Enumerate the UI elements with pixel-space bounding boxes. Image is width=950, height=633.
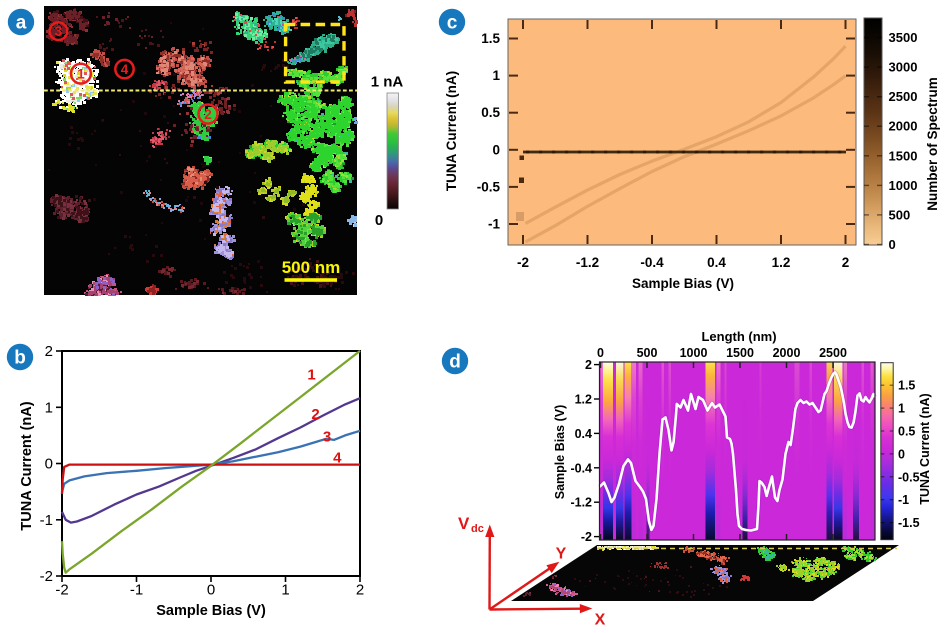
svg-text:1: 1: [45, 399, 53, 416]
svg-text:-1.5: -1.5: [898, 516, 920, 530]
svg-text:3: 3: [55, 24, 63, 39]
svg-text:-2: -2: [517, 255, 529, 270]
svg-text:TUNA Current (nA): TUNA Current (nA): [918, 393, 932, 504]
svg-text:4: 4: [333, 450, 342, 467]
svg-text:1: 1: [898, 402, 905, 416]
svg-text:500: 500: [889, 207, 911, 222]
svg-text:Sample Bias (V): Sample Bias (V): [156, 603, 266, 619]
svg-text:1.5: 1.5: [898, 379, 915, 393]
svg-text:2: 2: [45, 343, 53, 360]
svg-text:V: V: [458, 514, 470, 533]
svg-text:1000: 1000: [889, 178, 918, 193]
svg-text:0: 0: [597, 346, 604, 360]
svg-text:1.2: 1.2: [772, 255, 791, 270]
svg-text:1500: 1500: [726, 346, 754, 360]
svg-text:1000: 1000: [680, 346, 708, 360]
svg-text:1.5: 1.5: [481, 31, 500, 46]
svg-text:Length (nm): Length (nm): [701, 329, 776, 344]
svg-text:500: 500: [637, 346, 658, 360]
svg-text:1: 1: [307, 367, 315, 384]
svg-text:0.4: 0.4: [707, 255, 726, 270]
svg-text:0: 0: [889, 237, 896, 252]
svg-text:1500: 1500: [889, 148, 918, 163]
svg-text:dc: dc: [471, 523, 484, 535]
svg-text:-1: -1: [898, 493, 909, 507]
svg-text:2500: 2500: [889, 89, 918, 104]
svg-text:0: 0: [45, 456, 53, 473]
svg-text:-1: -1: [40, 512, 53, 529]
svg-text:0: 0: [375, 212, 383, 229]
svg-text:Number of Spectrum: Number of Spectrum: [925, 77, 940, 211]
svg-text:-0.4: -0.4: [640, 255, 664, 270]
svg-text:-2: -2: [581, 530, 592, 544]
svg-text:Y: Y: [556, 546, 567, 563]
svg-text:0.5: 0.5: [898, 425, 915, 439]
svg-text:1 nA: 1 nA: [371, 74, 404, 91]
svg-text:-0.4: -0.4: [570, 461, 592, 475]
svg-text:-1.2: -1.2: [576, 255, 599, 270]
svg-text:Sample Bias (V): Sample Bias (V): [553, 405, 567, 499]
svg-text:-1: -1: [488, 217, 500, 232]
svg-text:3: 3: [323, 429, 331, 446]
svg-text:2: 2: [356, 582, 364, 599]
svg-text:4: 4: [121, 62, 129, 77]
svg-text:TUNA Current (nA): TUNA Current (nA): [444, 71, 459, 191]
svg-text:1: 1: [492, 68, 500, 83]
svg-text:-2: -2: [55, 582, 68, 599]
svg-text:2: 2: [311, 406, 319, 423]
svg-text:2: 2: [585, 358, 592, 372]
svg-text:1.2: 1.2: [575, 393, 592, 407]
svg-text:3500: 3500: [889, 30, 918, 45]
svg-text:a: a: [16, 13, 27, 34]
svg-text:2: 2: [842, 255, 850, 270]
svg-text:0.5: 0.5: [481, 105, 500, 120]
svg-text:1: 1: [281, 582, 289, 599]
svg-text:0: 0: [898, 447, 905, 461]
svg-text:2000: 2000: [773, 346, 801, 360]
svg-text:2500: 2500: [819, 346, 847, 360]
svg-text:-0.5: -0.5: [898, 470, 920, 484]
svg-text:-1.2: -1.2: [570, 496, 592, 510]
svg-text:0: 0: [492, 142, 500, 157]
svg-text:2000: 2000: [889, 119, 918, 134]
svg-text:0.4: 0.4: [575, 427, 592, 441]
svg-text:2: 2: [204, 107, 212, 122]
svg-text:b: b: [14, 348, 26, 369]
svg-text:X: X: [595, 612, 606, 629]
svg-text:d: d: [449, 352, 461, 373]
svg-text:-1: -1: [130, 582, 143, 599]
svg-text:1: 1: [77, 66, 85, 81]
svg-text:500 nm: 500 nm: [282, 258, 341, 277]
svg-text:0: 0: [207, 582, 215, 599]
svg-text:TUNA Current (nA): TUNA Current (nA): [19, 401, 35, 530]
svg-text:-2: -2: [40, 568, 53, 585]
svg-text:-0.5: -0.5: [477, 179, 501, 194]
svg-text:c: c: [447, 13, 458, 34]
svg-text:Sample Bias (V): Sample Bias (V): [632, 276, 734, 291]
svg-text:3000: 3000: [889, 60, 918, 75]
